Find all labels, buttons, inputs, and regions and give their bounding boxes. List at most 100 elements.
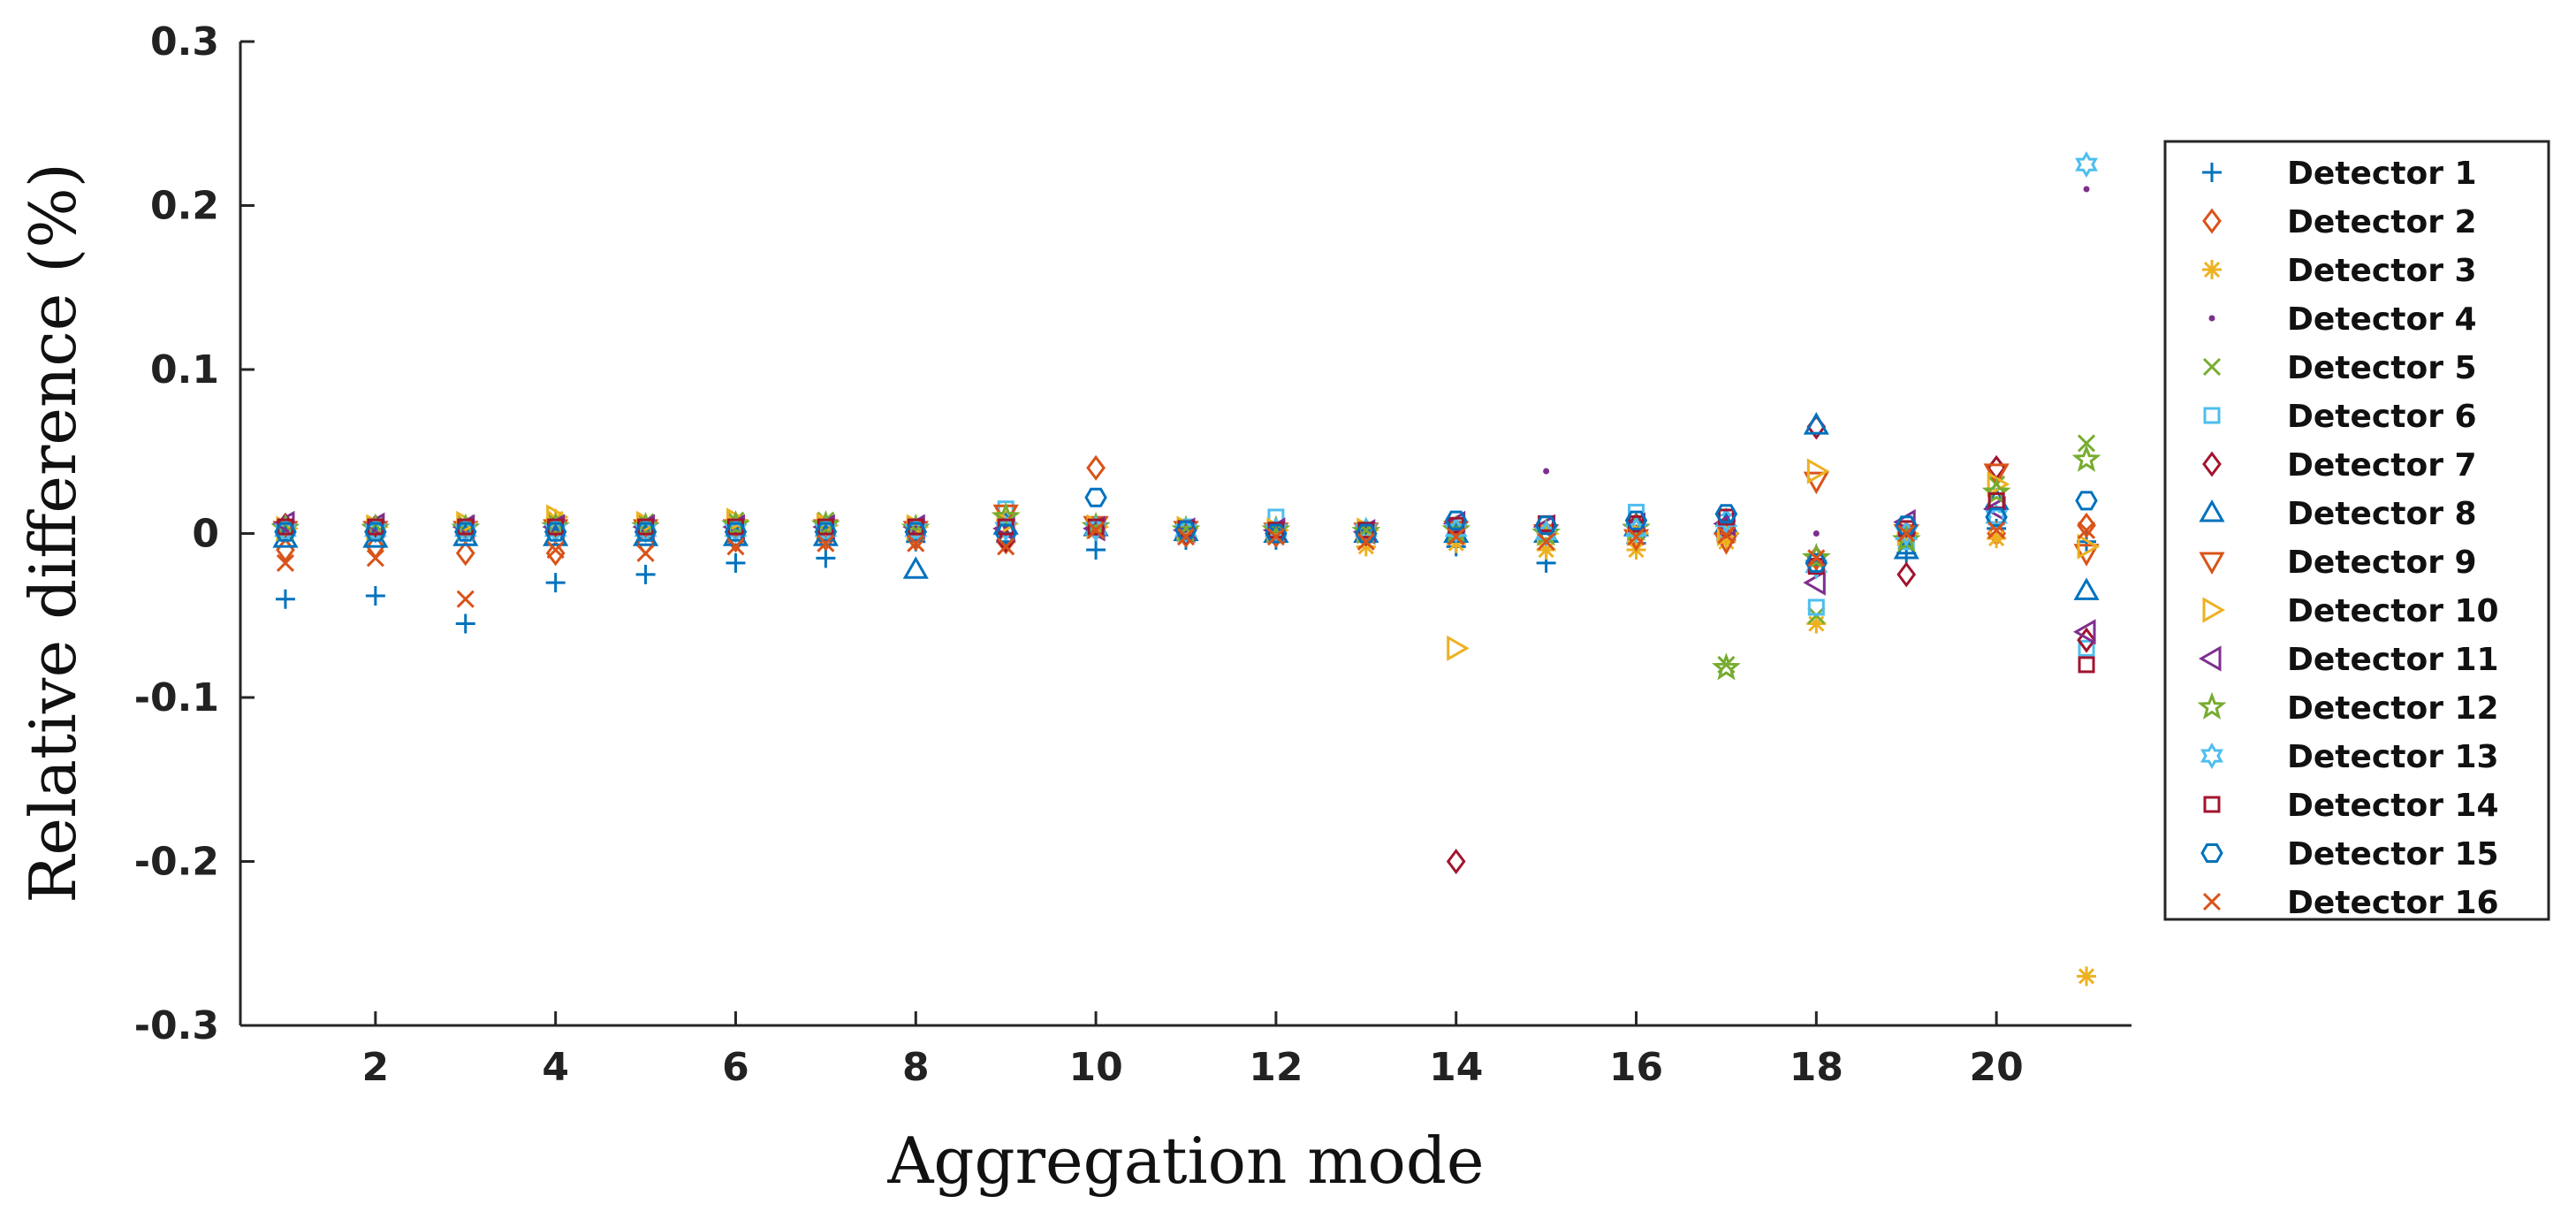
x-tick-label: 14 xyxy=(1429,1045,1483,1090)
data-point xyxy=(1627,528,1645,546)
data-point xyxy=(456,590,475,608)
data-point xyxy=(1716,531,1736,552)
data-point xyxy=(634,522,657,542)
legend-label: Detector 5 xyxy=(2287,350,2477,386)
data-point xyxy=(1444,516,1468,544)
data-point xyxy=(2077,533,2101,560)
y-axis-label: Relative difference (%) xyxy=(16,163,90,903)
x-tick-label: 2 xyxy=(362,1045,390,1090)
x-ticks: 2 4 6 8 10 12 14 16 18 20 xyxy=(362,1011,2024,1090)
data-point xyxy=(1803,471,1829,495)
data-point xyxy=(546,540,565,560)
legend-marker xyxy=(2202,451,2222,477)
data-point xyxy=(1803,569,1826,596)
data-point xyxy=(2071,444,2101,472)
data-point xyxy=(635,564,656,584)
legend-box xyxy=(2163,140,2550,921)
data-point xyxy=(1624,516,1648,544)
data-point xyxy=(1174,516,1197,544)
data-point xyxy=(454,522,477,542)
legend-marker xyxy=(2203,407,2221,424)
legend-label: Detector 1 xyxy=(2287,156,2477,192)
legend-label: Detector 4 xyxy=(2287,301,2477,338)
data-point xyxy=(455,614,475,634)
x-tick-label: 8 xyxy=(902,1045,930,1090)
data-point xyxy=(1806,614,1827,634)
legend-label: Detector 11 xyxy=(2287,642,2499,678)
data-point xyxy=(545,573,566,593)
legend-marker xyxy=(2203,796,2221,813)
data-point xyxy=(907,534,925,553)
data-point xyxy=(636,544,655,562)
data-point xyxy=(1801,543,1831,571)
data-point xyxy=(455,540,475,567)
y-tick-label: 0.3 xyxy=(150,19,219,65)
y-tick-label: -0.1 xyxy=(134,675,219,720)
data-point xyxy=(1086,454,1106,481)
legend-label: Detector 9 xyxy=(2287,545,2477,581)
y-tick-label: -0.3 xyxy=(134,1003,219,1048)
legend: Detector 1 Detector 2 Detector 3 Detector 4… xyxy=(2163,140,2550,921)
x-tick-label: 4 xyxy=(542,1045,569,1090)
data-point xyxy=(1895,515,1918,536)
y-tick-label: 0.2 xyxy=(150,184,219,229)
data-point xyxy=(1446,849,1466,874)
legend-marker xyxy=(2202,892,2222,911)
legend-marker xyxy=(2202,597,2226,623)
data-point xyxy=(1714,504,1738,524)
legend-marker xyxy=(2202,163,2222,182)
x-tick-label: 20 xyxy=(1970,1045,2024,1090)
data-point xyxy=(1174,520,1197,540)
data-point xyxy=(1355,523,1378,544)
data-point xyxy=(1712,652,1741,681)
data-point xyxy=(2077,966,2097,987)
data-point xyxy=(1084,487,1107,507)
data-point xyxy=(364,522,387,542)
legend-label: Detector 2 xyxy=(2287,204,2477,240)
data-point xyxy=(366,549,384,568)
legend-marker xyxy=(2198,645,2222,672)
x-axis-label: Aggregation mode xyxy=(886,1124,1484,1198)
data-point xyxy=(2077,512,2096,538)
x-tick-label: 12 xyxy=(1249,1045,1303,1090)
data-point xyxy=(2073,577,2100,600)
data-point xyxy=(1897,524,1916,543)
legend-label: Detector 12 xyxy=(2287,690,2499,727)
y-ticks: -0.3 -0.2 -0.1 0 0.1 0.2 0.3 xyxy=(134,19,255,1048)
y-tick-label: 0 xyxy=(192,512,219,557)
data-point xyxy=(1536,540,1556,560)
data-point xyxy=(2073,619,2096,645)
data-point xyxy=(1266,528,1285,546)
data-point xyxy=(1981,476,2011,506)
x-tick-label: 6 xyxy=(722,1045,749,1090)
data-point xyxy=(1444,510,1468,530)
legend-label: Detector 6 xyxy=(2287,399,2477,435)
data-point xyxy=(726,553,746,573)
legend-label: Detector 8 xyxy=(2287,496,2477,532)
data-point xyxy=(1987,471,2010,498)
data-point xyxy=(2078,656,2095,674)
y-tick-label: 0.1 xyxy=(150,347,219,392)
data-point xyxy=(1356,532,1375,551)
data-point xyxy=(543,522,567,542)
x-tick-label: 18 xyxy=(1790,1045,1843,1090)
legend-label: Detector 15 xyxy=(2287,836,2499,873)
data-point xyxy=(1896,561,1917,588)
data-point xyxy=(902,556,929,579)
legend-label: Detector 16 xyxy=(2287,885,2499,921)
data-point xyxy=(2077,434,2096,453)
legend-label: Detector 7 xyxy=(2287,447,2477,484)
data-point xyxy=(1543,468,1550,475)
y-tick-label: -0.2 xyxy=(134,840,219,885)
data-point xyxy=(2077,627,2096,653)
legend-marker xyxy=(2197,691,2227,720)
data-point xyxy=(997,537,1015,556)
data-point xyxy=(2075,151,2098,179)
data-point xyxy=(1807,598,1825,616)
data-point xyxy=(1356,537,1376,557)
data-point xyxy=(2078,639,2095,657)
x-tick-label: 10 xyxy=(1068,1045,1122,1090)
data-point xyxy=(1806,458,1830,484)
data-point xyxy=(816,548,836,568)
